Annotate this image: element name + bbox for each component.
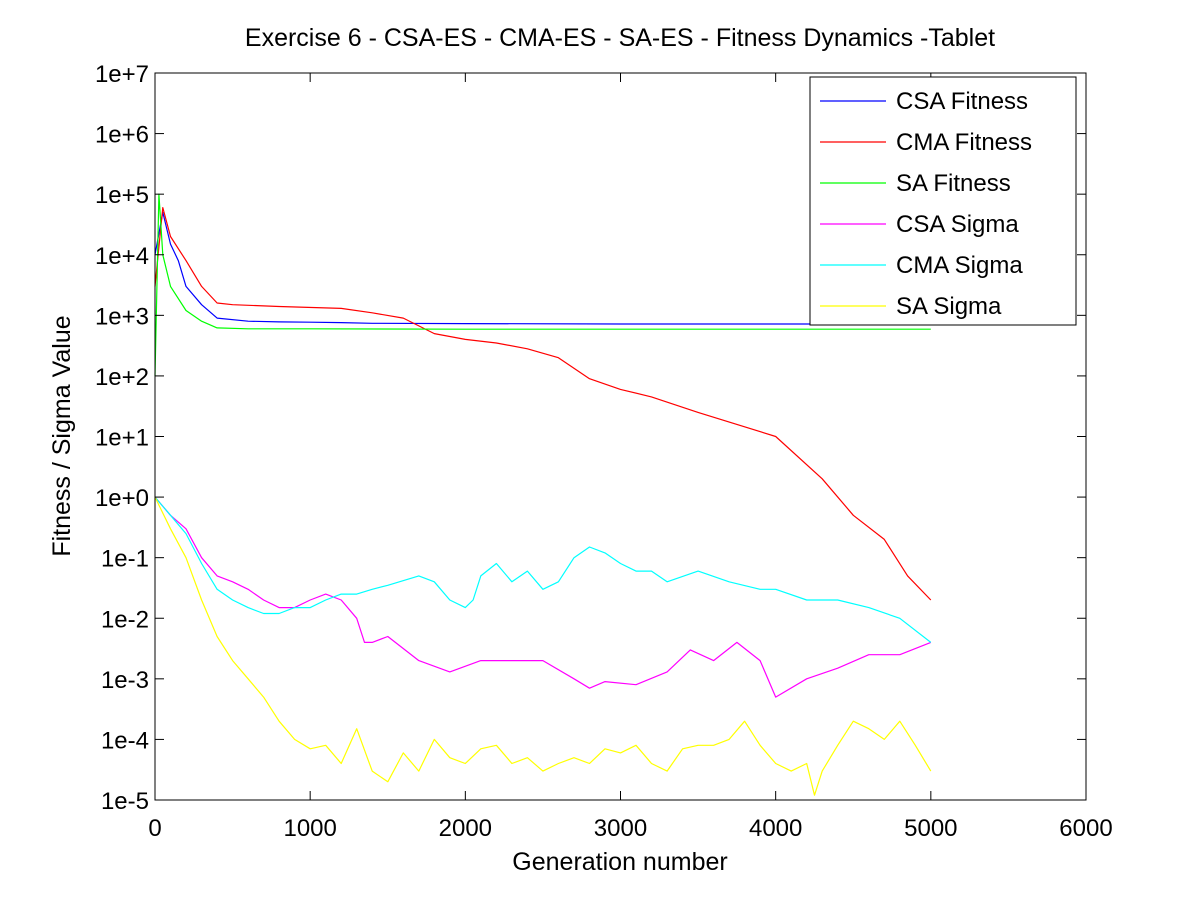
- y-tick-label: 1e+0: [95, 485, 149, 512]
- x-tick-label: 2000: [439, 815, 492, 842]
- y-tick-label: 1e+7: [95, 61, 149, 88]
- x-tick-label: 6000: [1059, 815, 1112, 842]
- y-tick-label: 1e+3: [95, 303, 149, 330]
- y-tick-label: 1e+5: [95, 182, 149, 209]
- y-tick-label: 1e+4: [95, 243, 149, 270]
- y-tick-label: 1e-3: [101, 667, 149, 694]
- legend-label: SA Fitness: [896, 170, 1011, 197]
- y-tick-label: 1e-1: [101, 546, 149, 573]
- y-tick-label: 1e-4: [101, 727, 149, 754]
- series-line-cma-sigma: [154, 496, 932, 643]
- x-axis-label: Generation number: [512, 848, 727, 876]
- chart-title: Exercise 6 - CSA-ES - CMA-ES - SA-ES - F…: [245, 24, 995, 52]
- x-tick-label: 5000: [904, 815, 957, 842]
- x-tick-label: 1000: [283, 815, 336, 842]
- legend: CSA Fitness CMA Fitness SA Fitness CSA Sigm…: [809, 76, 1077, 326]
- y-tick-label: 1e+1: [95, 425, 149, 452]
- x-tick-label: 4000: [749, 815, 802, 842]
- series-line-sa-sigma: [154, 496, 932, 796]
- y-tick-label: 1e+6: [95, 122, 149, 149]
- legend-label: CSA Sigma: [896, 211, 1019, 238]
- legend-box: [809, 76, 1077, 326]
- legend-label: CMA Fitness: [896, 129, 1032, 156]
- x-tick-label: 0: [148, 815, 161, 842]
- x-tick-label: 3000: [594, 815, 647, 842]
- y-tick-label: 1e-5: [101, 788, 149, 815]
- ticks-layer: 0 1000 2000 3000 4000 5000 6000 1e-5 1e-4 1e-3 1e-…: [95, 61, 1113, 842]
- series-line-cma-fitness: [154, 207, 932, 601]
- y-tick-label: 1e+2: [95, 364, 149, 391]
- legend-label: CMA Sigma: [896, 252, 1023, 279]
- y-axis-label: Fitness / Sigma Value: [48, 315, 76, 556]
- legend-label: CSA Fitness: [896, 88, 1028, 115]
- series-line-csa-fitness: [154, 211, 931, 325]
- y-tick-label: 1e-2: [101, 606, 149, 633]
- legend-label: SA Sigma: [896, 293, 1002, 320]
- series-line-csa-sigma: [154, 496, 932, 698]
